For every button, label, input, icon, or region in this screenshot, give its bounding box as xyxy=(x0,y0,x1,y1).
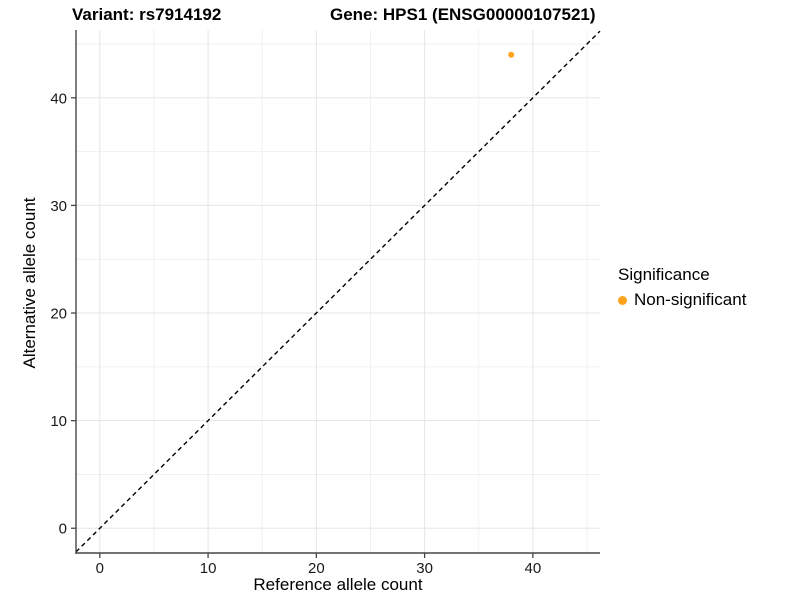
legend-item-non-significant: Non-significant xyxy=(618,290,746,310)
y-axis-title: Alternative allele count xyxy=(20,197,39,369)
variant-title: Variant: rs7914192 xyxy=(72,5,222,24)
gene-title: Gene: HPS1 (ENSG00000107521) xyxy=(330,5,596,24)
identity-dashed-line xyxy=(75,30,601,553)
x-tick-label: 40 xyxy=(525,560,542,577)
x-tick-label: 0 xyxy=(96,560,104,577)
y-tick-label: 20 xyxy=(50,306,67,323)
legend: Significance Non-significant xyxy=(618,265,746,310)
y-tick-label: 0 xyxy=(59,521,67,538)
y-tick-label: 30 xyxy=(50,198,67,215)
y-tick-label: 10 xyxy=(50,413,67,430)
legend-title: Significance xyxy=(618,265,710,284)
y-tick-label: 40 xyxy=(50,90,67,107)
x-axis-title: Reference allele count xyxy=(253,575,423,594)
x-tick-label: 20 xyxy=(308,560,325,577)
x-tick-label: 10 xyxy=(200,560,217,577)
legend-item-label: Non-significant xyxy=(634,290,747,309)
legend-point-icon xyxy=(618,295,627,305)
x-tick-label: 30 xyxy=(416,560,433,577)
data-point xyxy=(508,51,515,58)
